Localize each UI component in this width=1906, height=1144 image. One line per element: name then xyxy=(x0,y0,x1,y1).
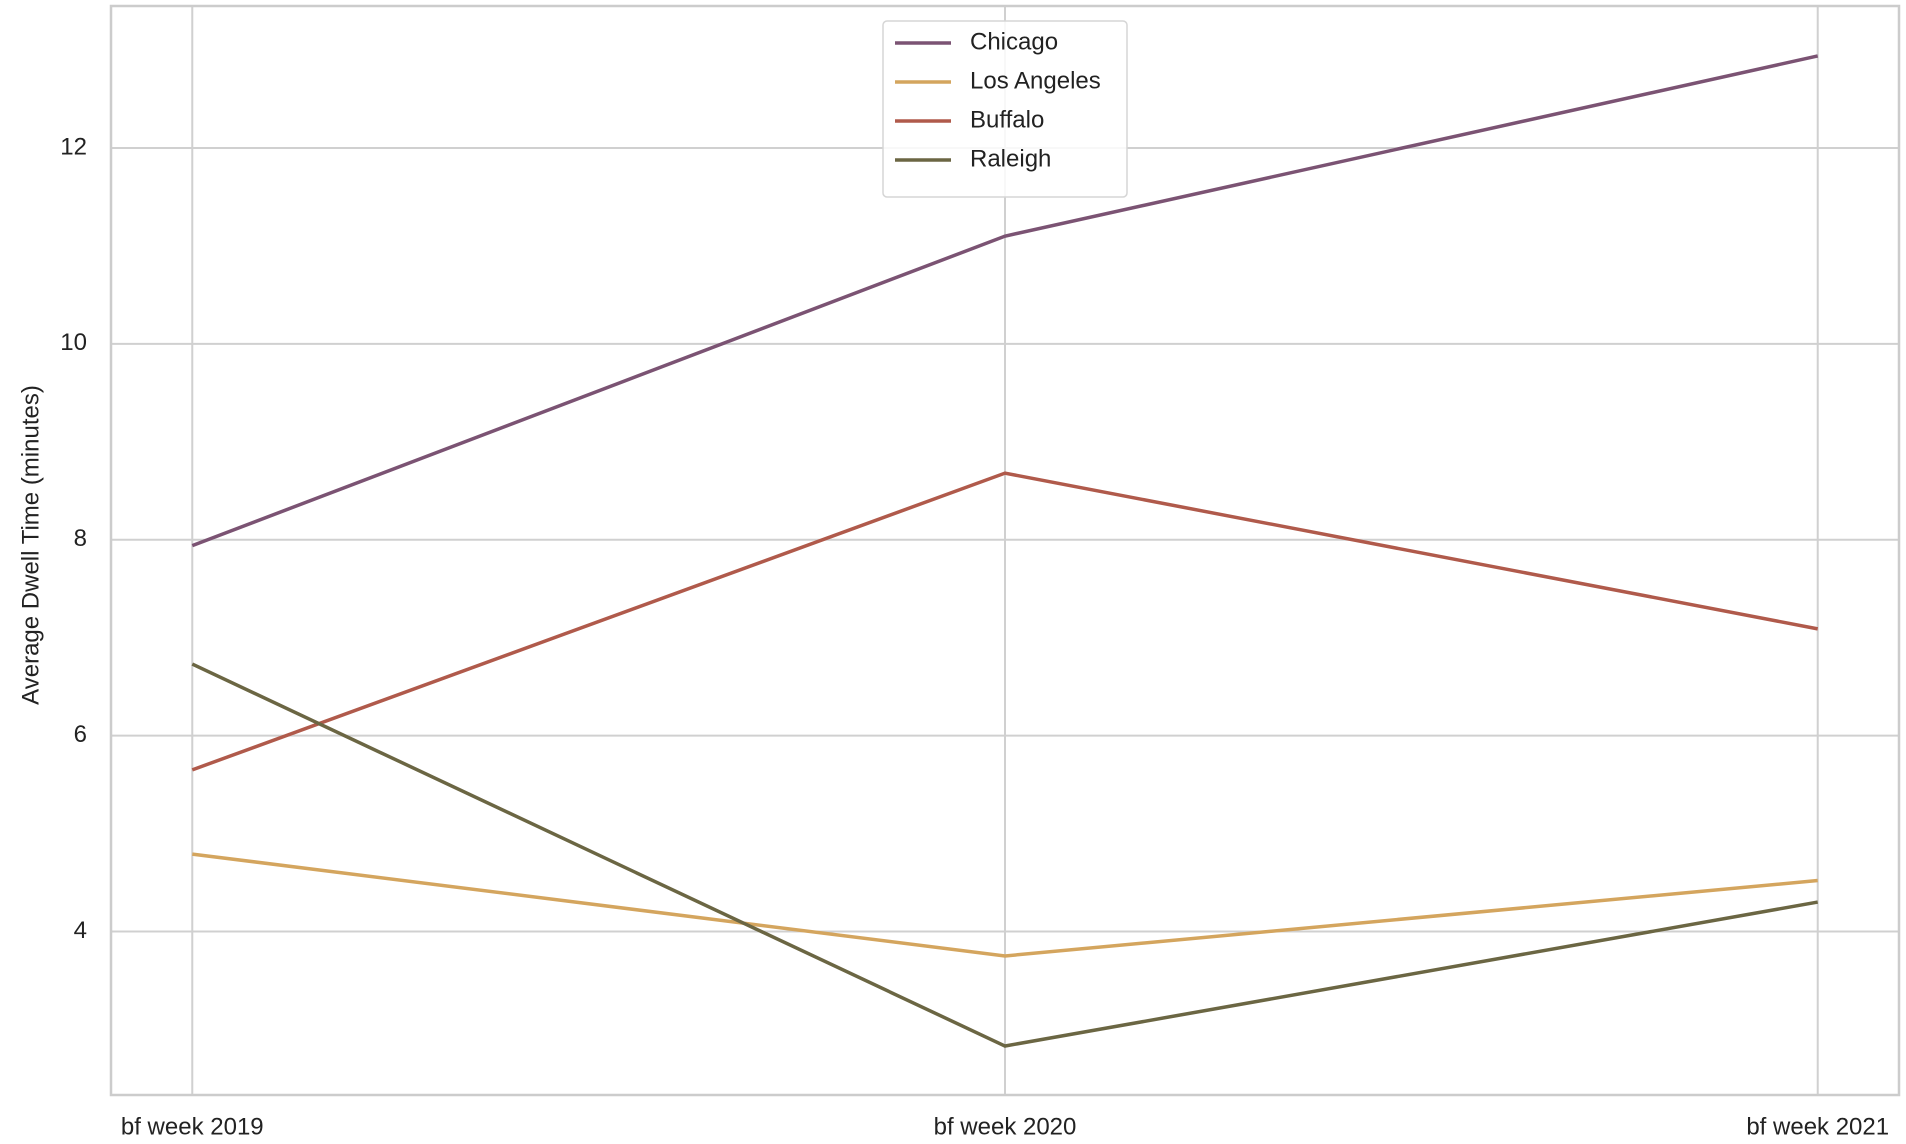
plot-frame xyxy=(109,4,1901,1097)
legend-label: Raleigh xyxy=(970,145,1051,172)
legend-box xyxy=(882,20,1128,198)
legend-label: Buffalo xyxy=(970,106,1044,133)
line xyxy=(192,852,1818,958)
line xyxy=(191,54,1819,548)
x-tick-label: bf week 2020 xyxy=(934,1113,1077,1140)
x-tick-label: bf week 2021 xyxy=(1746,1113,1889,1140)
line xyxy=(191,471,1819,772)
legend-label: Los Angeles xyxy=(970,67,1101,94)
y-tick-label: 6 xyxy=(74,721,87,748)
y-tick-label: 12 xyxy=(60,133,87,160)
legend-label: Chicago xyxy=(970,28,1058,55)
y-tick-label: 8 xyxy=(74,525,87,552)
y-axis-label: Average Dwell Time (minutes) xyxy=(17,385,44,705)
x-tick-label: bf week 2019 xyxy=(121,1113,264,1140)
line xyxy=(191,662,1819,1048)
y-tick-label: 10 xyxy=(60,329,87,356)
y-tick-label: 4 xyxy=(74,917,87,944)
